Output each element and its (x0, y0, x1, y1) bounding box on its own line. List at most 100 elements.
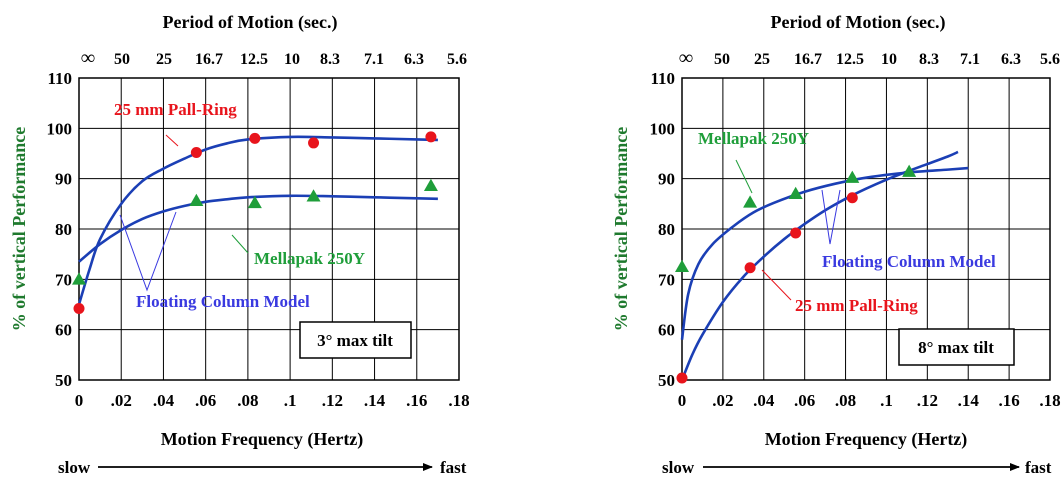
top-tick-label: 7.1 (364, 51, 384, 68)
data-point-circle (790, 227, 802, 239)
x-tick-label: .02 (712, 391, 733, 410)
pall-ring-label: 25 mm Pall-Ring (795, 296, 918, 315)
y-tick-label: 80 (658, 220, 675, 239)
top-tick-label: 12.5 (240, 51, 268, 68)
pall-ring-leader (165, 134, 179, 147)
x-tick-label: .08 (237, 391, 258, 410)
top-tick-label: 12.5 (836, 51, 864, 68)
top-tick-label: 50 (714, 51, 730, 68)
model-leader (119, 211, 177, 292)
fast-label: fast (1025, 458, 1052, 477)
data-point-circle (744, 262, 756, 274)
chart-3deg-tilt: Period of Motion (sec.) ∞ 50 25 16.7 12.5 10 8… (9, 12, 470, 477)
x-tick-label: 0 (75, 391, 84, 410)
data-point-circle (846, 192, 858, 204)
data-point-triangle (845, 170, 860, 183)
mellapak-leader (735, 159, 753, 194)
fit-curve (680, 150, 959, 381)
top-ticks: ∞ 50 25 16.7 12.5 10 8.3 7.1 6.3 5.6 (679, 47, 1060, 69)
data-point-triangle (306, 189, 321, 202)
data-point-triangle (72, 272, 86, 285)
fit-curve (77, 135, 438, 305)
tilt-label: 8° max tilt (918, 338, 994, 357)
fit-curves (77, 135, 438, 305)
top-tick-label: 16.7 (794, 51, 822, 68)
x-ticks: 0 .02 .04 .06 .08 .1 .12 .14 .16 .18 (75, 391, 470, 410)
slow-label: slow (58, 458, 91, 477)
x-tick-label: .14 (364, 391, 386, 410)
pall-ring-leader (761, 269, 792, 301)
data-point-circle (676, 372, 688, 384)
top-tick-label: 50 (114, 51, 130, 68)
x-tick-label: .18 (448, 391, 469, 410)
top-tick-label: 8.3 (320, 51, 340, 68)
y-tick-label: 90 (658, 170, 675, 189)
x-tick-label: .1 (880, 391, 893, 410)
model-label: Floating Column Model (136, 292, 310, 311)
tilt-label: 3° max tilt (317, 331, 393, 350)
x-tick-label: .04 (153, 391, 175, 410)
x-tick-label: .1 (284, 391, 297, 410)
top-tick-label: 16.7 (195, 51, 223, 68)
top-tick-label: 7.1 (960, 51, 980, 68)
mellapak-label: Mellapak 250Y (254, 249, 365, 268)
x-tick-label: .16 (406, 391, 427, 410)
y-tick-label: 60 (658, 321, 675, 340)
mellapak-leader (231, 234, 249, 254)
fit-curve (78, 194, 438, 263)
top-axis-title: Period of Motion (sec.) (163, 12, 338, 33)
data-point-circle (190, 146, 202, 158)
fast-label: fast (440, 458, 467, 477)
x-ticks: 0 .02 .04 .06 .08 .1 .12 .14 .16 .18 (678, 391, 1061, 410)
top-tick-label: 6.3 (1001, 51, 1021, 68)
y-tick-label: 80 (55, 220, 72, 239)
data-point-triangle (675, 259, 689, 272)
x-tick-label: 0 (678, 391, 687, 410)
x-tick-label: .08 (835, 391, 856, 410)
x-axis-title: Motion Frequency (Hertz) (161, 429, 364, 450)
data-point-triangle (788, 186, 803, 200)
x-tick-label: .16 (998, 391, 1019, 410)
y-axis-title: % of vertical Performance (611, 127, 631, 331)
data-point-triangle (423, 178, 438, 191)
y-tick-label: 90 (55, 170, 72, 189)
data-point-circle (425, 131, 437, 143)
data-points (72, 131, 438, 315)
top-tick-label: ∞ (81, 47, 95, 69)
top-tick-label: 8.3 (919, 51, 939, 68)
y-axis-title: % of vertical Performance (9, 127, 29, 331)
tilt-box (898, 328, 1015, 366)
data-point-triangle (902, 164, 917, 177)
y-ticks: 50 60 70 80 90 100 110 (47, 69, 73, 390)
y-tick-label: 50 (55, 371, 72, 390)
data-point-circle (73, 303, 85, 315)
top-tick-label: 5.6 (447, 51, 467, 68)
y-tick-label: 50 (658, 371, 675, 390)
data-point-triangle (743, 195, 758, 208)
y-tick-label: 70 (55, 270, 72, 289)
x-tick-label: .06 (794, 391, 815, 410)
model-leader (821, 189, 841, 245)
x-tick-label: .12 (322, 391, 343, 410)
top-tick-label: 6.3 (404, 51, 424, 68)
slow-label: slow (662, 458, 695, 477)
top-ticks: ∞ 50 25 16.7 12.5 10 8.3 7.1 6.3 5.6 (81, 47, 467, 69)
data-points (675, 164, 917, 384)
data-point-triangle (247, 195, 262, 209)
x-tick-label: .18 (1039, 391, 1060, 410)
x-tick-label: .02 (111, 391, 132, 410)
y-tick-label: 110 (47, 69, 72, 88)
y-tick-label: 60 (55, 321, 72, 340)
top-tick-label: 25 (754, 51, 770, 68)
data-point-circle (308, 137, 320, 149)
y-tick-label: 100 (47, 119, 73, 138)
y-tick-label: 100 (650, 119, 676, 138)
y-tick-label: 70 (658, 270, 675, 289)
top-tick-label: 5.6 (1040, 51, 1060, 68)
top-tick-label: 25 (156, 51, 172, 68)
y-ticks: 50 60 70 80 90 100 110 (650, 69, 676, 390)
x-tick-label: .12 (917, 391, 938, 410)
data-point-circle (249, 132, 261, 144)
data-point-triangle (189, 193, 204, 207)
